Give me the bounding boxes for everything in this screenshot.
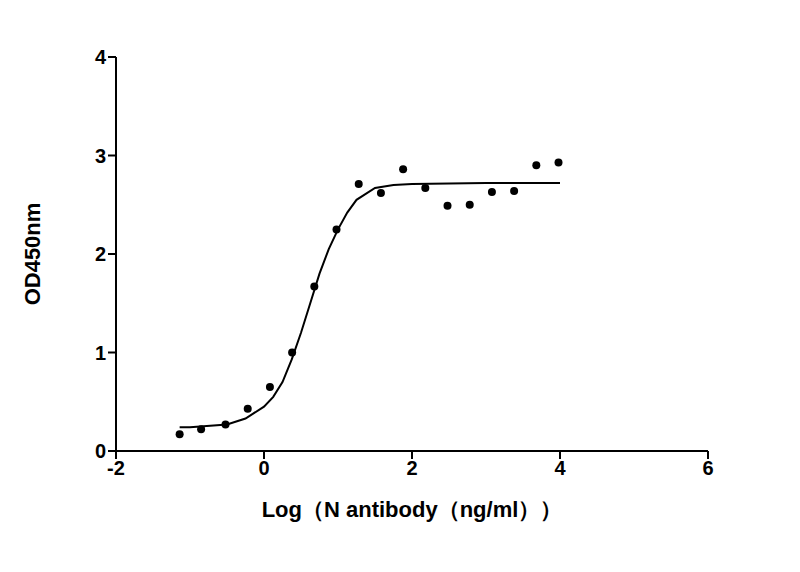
svg-text:1: 1 [95,342,106,364]
svg-text:4: 4 [95,46,107,68]
svg-text:3: 3 [95,145,106,167]
svg-text:0: 0 [258,457,269,479]
svg-text:6: 6 [702,457,713,479]
svg-text:OD450nm: OD450nm [20,203,45,306]
svg-text:2: 2 [95,243,106,265]
svg-text:Log（N antibody（ng/ml））: Log（N antibody（ng/ml）） [262,497,563,522]
svg-text:2: 2 [406,457,417,479]
svg-text:-2: -2 [107,457,125,479]
svg-text:0: 0 [95,440,106,462]
svg-text:4: 4 [554,457,566,479]
